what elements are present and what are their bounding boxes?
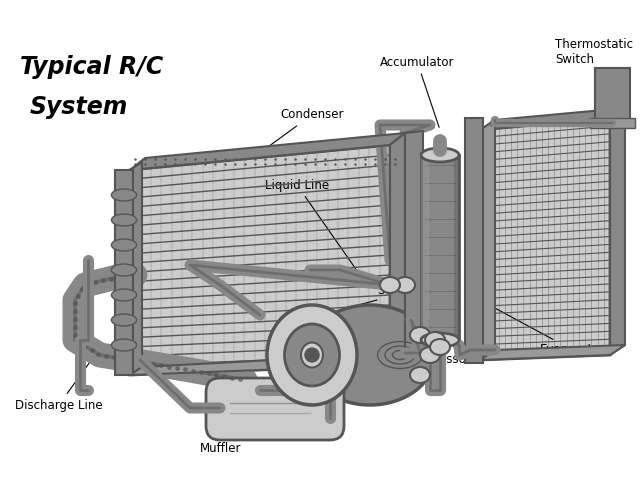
Text: Condenser: Condenser [252,108,344,158]
Polygon shape [405,131,423,353]
Polygon shape [480,345,625,360]
Ellipse shape [111,264,136,276]
Text: System: System [30,95,129,119]
Text: Evaporator: Evaporator [483,301,605,357]
Polygon shape [480,118,610,360]
Polygon shape [130,162,142,375]
Ellipse shape [421,148,459,162]
Polygon shape [480,120,495,360]
Polygon shape [130,133,405,170]
Ellipse shape [305,305,435,405]
Text: Compressor: Compressor [363,353,471,370]
Circle shape [305,348,319,362]
Ellipse shape [111,314,136,326]
Ellipse shape [420,347,440,363]
Ellipse shape [380,277,400,293]
Text: Discharge Line: Discharge Line [15,357,102,411]
Ellipse shape [111,214,136,226]
Ellipse shape [285,324,339,386]
Ellipse shape [267,305,357,405]
Ellipse shape [111,289,136,301]
Polygon shape [595,68,630,123]
Ellipse shape [111,189,136,201]
Polygon shape [130,353,405,375]
Polygon shape [390,133,405,365]
Ellipse shape [395,277,415,293]
Ellipse shape [430,339,450,355]
FancyBboxPatch shape [206,378,344,440]
Ellipse shape [425,332,445,348]
Text: Liquid Line: Liquid Line [265,179,358,273]
Text: Muffler: Muffler [200,432,248,455]
Text: Typical R/C: Typical R/C [20,55,163,79]
Polygon shape [454,155,459,340]
Ellipse shape [421,333,459,347]
Ellipse shape [410,367,430,383]
Ellipse shape [111,339,136,351]
Polygon shape [115,170,133,375]
Text: Clutch: Clutch [303,319,413,345]
Polygon shape [330,320,410,390]
Ellipse shape [301,343,323,368]
Polygon shape [130,145,390,375]
Ellipse shape [410,327,430,343]
Polygon shape [610,108,625,355]
Polygon shape [480,108,625,130]
Polygon shape [590,118,635,128]
Text: Suction Line: Suction Line [342,284,451,309]
Ellipse shape [111,239,136,251]
Text: Thermostatic
Switch: Thermostatic Switch [555,38,633,82]
Polygon shape [465,118,483,363]
Polygon shape [421,155,429,340]
Text: Accumulator: Accumulator [380,56,454,127]
Polygon shape [421,155,459,340]
